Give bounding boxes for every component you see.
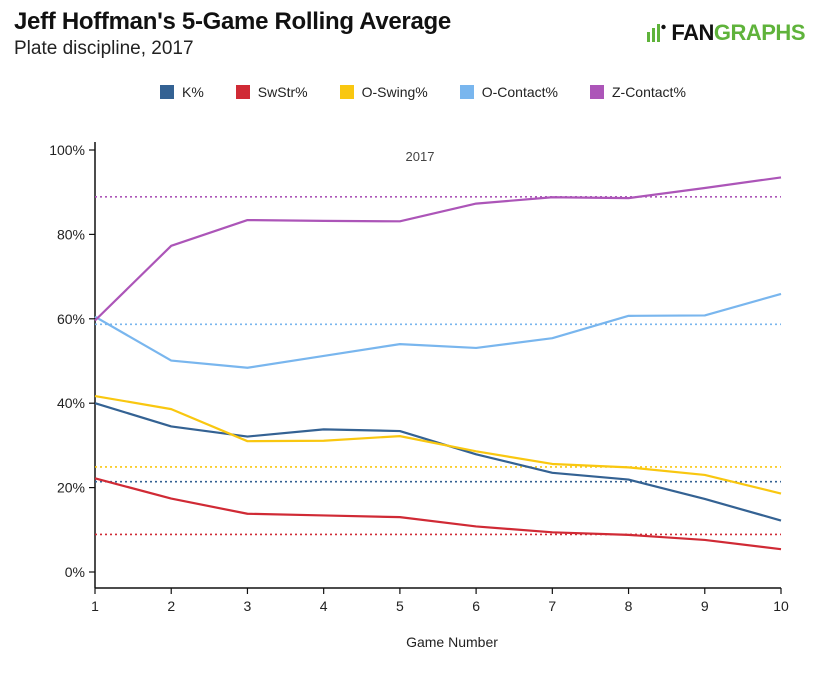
x-tick-label: 4: [320, 598, 328, 614]
series-line-z-contact: [94, 176, 782, 322]
x-tick-label: 10: [773, 598, 789, 614]
x-tick-label: 6: [472, 598, 480, 614]
legend-item[interactable]: SwStr%: [235, 84, 308, 100]
legend-item[interactable]: K%: [160, 84, 204, 100]
fangraphs-logo[interactable]: FAN GRAPHS: [645, 20, 806, 46]
year-annotation: 2017: [406, 149, 435, 164]
fangraphs-logo-icon: [645, 22, 667, 44]
chart-title: Jeff Hoffman's 5-Game Rolling Average: [14, 8, 451, 35]
legend-swatch: [339, 85, 354, 99]
legend-item[interactable]: O-Contact%: [459, 84, 558, 100]
series-line-o-swing: [94, 394, 782, 495]
legend-swatch: [235, 85, 250, 99]
y-tick-label: 100%: [49, 142, 85, 158]
logo-text-fan: FAN: [671, 20, 714, 45]
chart-subtitle: Plate discipline, 2017: [14, 38, 194, 59]
x-tick-label: 2: [167, 598, 175, 614]
legend-swatch: [160, 85, 174, 99]
legend-item[interactable]: Z-Contact%: [589, 84, 686, 100]
x-tick-label: 7: [548, 598, 556, 614]
x-axis-label: Game Number: [406, 634, 498, 650]
series-line-o-contact: [94, 292, 782, 369]
series-line-swstr: [94, 477, 782, 551]
legend-swatch: [459, 85, 474, 99]
legend-label: K%: [182, 84, 204, 100]
y-tick-label: 60%: [57, 311, 85, 327]
y-tick-label: 40%: [57, 395, 85, 411]
y-tick-label: 0%: [65, 564, 85, 580]
y-tick-label: 20%: [57, 480, 85, 496]
x-tick-label: 5: [396, 598, 404, 614]
x-tick-label: 8: [625, 598, 633, 614]
chart-legend: K% SwStr% O-Swing% O-Contact% Z-Contact%: [160, 84, 718, 100]
x-tick-label: 9: [701, 598, 709, 614]
x-tick-label: 3: [244, 598, 252, 614]
legend-label: Z-Contact%: [611, 84, 686, 100]
legend-swatch: [589, 85, 604, 99]
legend-label: O-Swing%: [361, 84, 428, 100]
legend-item[interactable]: O-Swing%: [339, 84, 428, 100]
y-tick-label: 80%: [57, 226, 85, 242]
legend-label: O-Contact%: [481, 84, 558, 100]
logo-text-graphs: GRAPHS: [713, 20, 806, 45]
x-tick-label: 1: [91, 598, 99, 614]
legend-label: SwStr%: [257, 84, 308, 100]
